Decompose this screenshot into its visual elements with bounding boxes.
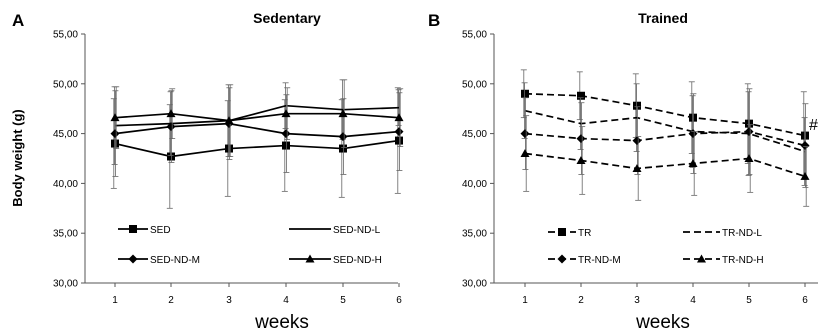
y-tick-label: 55,00 xyxy=(462,30,487,41)
data-point-tr-nd-m xyxy=(800,141,810,151)
legend-label-tr: TR xyxy=(578,228,591,239)
data-point-sed-nd-h xyxy=(224,116,234,125)
panel-trained: B Trained weeks TR TR-ND-L TR-ND-M TR-ND… xyxy=(428,10,818,333)
legend-label-sed-nd-l: SED-ND-L xyxy=(333,225,381,236)
x-tick-label: 4 xyxy=(690,295,696,306)
series-line-sed xyxy=(114,139,400,158)
x-tick-label: 2 xyxy=(168,295,174,306)
panel-title-sedentary: Sedentary xyxy=(253,10,321,26)
data-point-tr-nd-h xyxy=(632,163,642,172)
data-point-tr-nd-m xyxy=(576,134,586,144)
y-tick-label: 45,00 xyxy=(462,129,487,140)
data-point-sed-nd-m xyxy=(110,129,120,139)
y-tick-label: 50,00 xyxy=(462,79,487,90)
legend-label-tr-nd-l: TR-ND-L xyxy=(722,228,762,239)
y-axis-label: Body weight (g) xyxy=(10,109,25,207)
data-point-sed-nd-m xyxy=(338,132,348,142)
x-axis-label-sedentary: weeks xyxy=(254,312,309,333)
series-line-tr-nd-l xyxy=(524,109,806,153)
y-tick-label: 40,00 xyxy=(462,179,487,190)
data-point-sed-nd-h xyxy=(110,113,120,122)
y-tick-label: 40,00 xyxy=(53,179,78,190)
legend-label-tr-nd-h: TR-ND-H xyxy=(722,255,764,266)
y-tick-label: 30,00 xyxy=(462,279,487,290)
series-line-tr-nd-m xyxy=(524,130,806,147)
legend-marker-sed-nd-h xyxy=(305,254,315,263)
y-tick-label: 45,00 xyxy=(53,129,78,140)
series-line-sed-nd-m xyxy=(114,122,400,138)
x-tick-label: 5 xyxy=(340,295,346,306)
data-point-tr-nd-h xyxy=(800,171,810,180)
panel-label-a: A xyxy=(12,11,24,30)
data-point-tr-nd-m xyxy=(744,127,754,137)
legend-marker-tr-nd-h xyxy=(697,254,706,263)
x-axis-label-trained: weeks xyxy=(635,312,690,333)
y-tick-label: 55,00 xyxy=(53,30,78,41)
significance-marker: # xyxy=(809,117,818,134)
y-tick-label: 35,00 xyxy=(462,229,487,240)
x-tick-label: 1 xyxy=(112,295,118,306)
series-line-sed-nd-h xyxy=(114,112,400,122)
data-point-tr xyxy=(577,91,585,100)
series-line-tr-nd-h xyxy=(524,152,806,178)
legend-label-sed-nd-m: SED-ND-M xyxy=(150,255,200,266)
legend-marker-tr xyxy=(558,228,566,236)
y-tick-label: 35,00 xyxy=(53,229,78,240)
data-point-tr-nd-m xyxy=(632,136,642,146)
data-point-sed-nd-h xyxy=(338,109,348,118)
data-point-sed-nd-h xyxy=(166,109,176,118)
x-tick-label: 6 xyxy=(396,295,402,306)
data-point-sed-nd-m xyxy=(166,122,176,132)
data-point-tr xyxy=(521,89,529,98)
x-tick-label: 6 xyxy=(802,295,808,306)
data-point-tr-nd-m xyxy=(520,129,530,139)
y-tick-label: 50,00 xyxy=(53,79,78,90)
legend-marker-sed-nd-m xyxy=(128,254,138,264)
data-point-tr-nd-h xyxy=(744,154,754,162)
legend-label-sed: SED xyxy=(150,225,171,236)
x-tick-label: 4 xyxy=(283,295,289,306)
legend-label-tr-nd-m: TR-ND-M xyxy=(578,255,621,266)
legend-label-sed-nd-h: SED-ND-H xyxy=(333,255,382,266)
data-point-sed-nd-h xyxy=(394,113,404,122)
y-tick-label: 30,00 xyxy=(53,279,78,290)
panel-label-b: B xyxy=(428,11,440,30)
data-point-tr xyxy=(633,101,641,110)
series-line-tr xyxy=(524,92,806,137)
x-tick-label: 3 xyxy=(634,295,640,306)
data-point-tr-nd-h xyxy=(576,155,586,164)
legend-marker-sed xyxy=(129,225,137,233)
x-tick-label: 2 xyxy=(578,295,584,306)
data-point-sed-nd-m xyxy=(281,129,291,139)
x-tick-label: 5 xyxy=(746,295,752,306)
series-line-sed-nd-l xyxy=(114,104,400,127)
x-tick-label: 3 xyxy=(226,295,232,306)
x-tick-label: 1 xyxy=(522,295,528,306)
data-point-sed-nd-m xyxy=(394,127,404,137)
panel-title-trained: Trained xyxy=(638,10,688,26)
data-point-sed-nd-h xyxy=(281,109,291,118)
data-point-tr-nd-h xyxy=(520,149,530,158)
data-point-tr-nd-h xyxy=(688,158,698,167)
legend-marker-tr-nd-m xyxy=(557,254,567,264)
panel-sedentary: A Sedentary weeks SED SED-ND-L SED-ND-M … xyxy=(12,10,404,333)
